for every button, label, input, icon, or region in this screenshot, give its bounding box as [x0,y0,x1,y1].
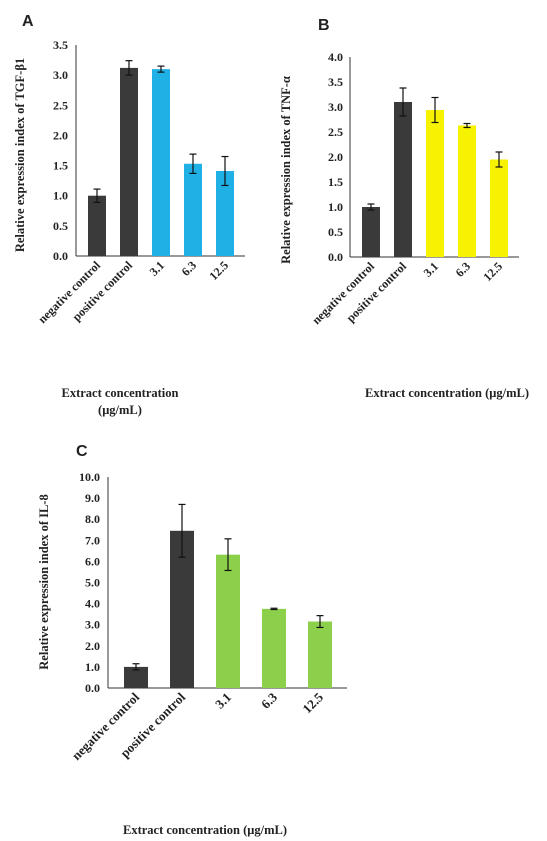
y-tick-label: 1.5 [328,175,343,189]
category-label: 12.5 [480,259,505,284]
category-label: 3.1 [147,258,168,279]
bar [458,125,476,257]
category-label: 6.3 [258,689,280,711]
panel-a-ylabel: Relative expression index of TGF-β1 [13,58,27,252]
y-tick-label: 3.5 [328,75,343,89]
bar [308,621,332,688]
y-tick-label: 8.0 [85,512,100,526]
y-tick-label: 0.0 [328,250,343,264]
panel-c: C Relative expression index of IL-8 Extr… [37,443,347,837]
bar [362,207,380,257]
y-tick-label: 3.0 [85,618,100,632]
y-tick-label: 5.0 [85,576,100,590]
y-tick-label: 3.0 [328,100,343,114]
y-tick-label: 1.0 [328,200,343,214]
bar [426,110,444,257]
category-label: 6.3 [179,258,200,279]
bar [490,159,508,257]
panel-a-xlabel-line2: (μg/mL) [98,403,142,417]
y-tick-label: 3.5 [53,38,68,52]
panel-c-letter: C [76,443,88,460]
y-tick-label: 0.5 [53,219,68,233]
panel-c-ylabel: Relative expression index of IL-8 [37,494,51,669]
category-label: 3.1 [421,259,442,280]
y-tick-label: 7.0 [85,533,100,547]
panel-a: A Relative expression index of TGF-β1 Ex… [13,13,245,417]
y-tick-label: 2.0 [85,639,100,653]
bar [216,554,240,688]
panel-a-xlabel-line1: Extract concentration [62,386,179,400]
y-tick-label: 0.0 [53,249,68,263]
y-tick-label: 2.5 [53,98,68,112]
panel-c-plot: 0.01.02.03.04.05.06.07.08.09.010.0negati… [69,470,347,763]
y-tick-label: 0.5 [328,225,343,239]
category-label: 3.1 [212,690,234,712]
bar [394,102,412,257]
y-tick-label: 1.0 [85,660,100,674]
panel-a-letter: A [22,13,34,30]
bar [88,195,106,256]
bar [216,170,234,256]
bar [262,608,286,688]
y-tick-label: 2.0 [53,128,68,142]
panel-b-letter: B [318,17,330,34]
y-tick-label: 6.0 [85,554,100,568]
y-tick-label: 10.0 [79,470,100,484]
y-tick-label: 1.5 [53,159,68,173]
y-tick-label: 2.5 [328,125,343,139]
y-tick-label: 1.0 [53,189,68,203]
category-label: 12.5 [206,258,231,283]
category-label: 12.5 [299,689,326,716]
panel-b: B Relative expression index of TNF-α Ext… [279,17,529,400]
y-tick-label: 9.0 [85,491,100,505]
panel-b-xlabel: Extract concentration (μg/mL) [365,386,529,400]
y-tick-label: 0.0 [85,681,100,695]
y-tick-label: 3.0 [53,68,68,82]
bar [184,163,202,256]
y-tick-label: 4.0 [328,50,343,64]
y-tick-label: 2.0 [328,150,343,164]
bar [124,666,148,688]
bar [120,67,138,256]
category-label: 6.3 [453,259,474,280]
panel-b-ylabel: Relative expression index of TNF-α [279,76,293,264]
panel-c-xlabel: Extract concentration (μg/mL) [123,823,287,837]
y-tick-label: 4.0 [85,597,100,611]
bar [152,69,170,256]
